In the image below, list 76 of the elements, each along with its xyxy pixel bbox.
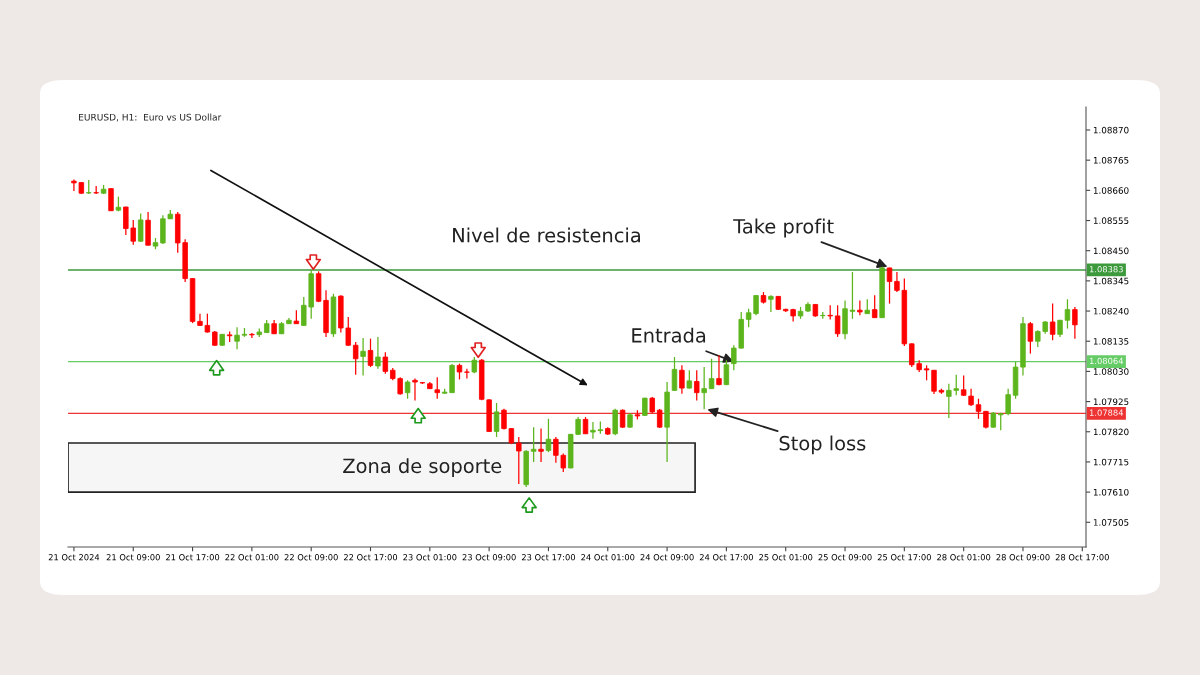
x-tick-label: 21 Oct 17:00	[166, 554, 220, 561]
x-tick-label: 23 Oct 09:00	[462, 554, 516, 561]
y-tick-label: 1.08555	[1093, 217, 1129, 224]
x-tick-label: 25 Oct 01:00	[759, 554, 813, 561]
y-tick-label: 1.08660	[1093, 187, 1129, 194]
y-tick-label: 1.07715	[1093, 458, 1129, 466]
y-tick-label: 1.08765	[1093, 157, 1129, 164]
candlestick	[642, 397, 648, 417]
x-tick-label: 22 Oct 17:00	[343, 554, 398, 561]
ref-line-label: 1.08064	[1089, 357, 1124, 365]
x-tick-label: 23 Oct 17:00	[521, 554, 576, 561]
x-tick-label: 24 Oct 01:00	[581, 554, 635, 561]
candlestick	[686, 369, 693, 390]
candlestick	[352, 341, 359, 376]
candlestick	[404, 379, 411, 400]
candlestick	[516, 436, 522, 485]
candlestick	[768, 294, 774, 313]
y-tick-label: 1.08240	[1093, 307, 1129, 315]
candlestick	[886, 267, 893, 305]
x-tick-label: 25 Oct 17:00	[877, 554, 931, 561]
ref-line-label: 1.07884	[1089, 409, 1124, 416]
x-tick-label: 24 Oct 09:00	[640, 554, 694, 561]
y-tick-label: 1.07925	[1093, 398, 1129, 406]
candlestick	[834, 304, 841, 338]
candlestick	[249, 332, 255, 339]
candlestick	[1064, 298, 1071, 330]
candlestick	[871, 294, 878, 319]
candlestick	[857, 299, 863, 316]
ref-line-label: 1.08383	[1089, 266, 1123, 273]
x-tick-label: 22 Oct 01:00	[225, 554, 279, 561]
x-tick-label: 28 Oct 17:00	[1055, 554, 1109, 561]
candlestick	[360, 337, 366, 377]
y-tick-label: 1.08135	[1093, 338, 1129, 345]
candlestick	[538, 427, 544, 463]
candlestick	[708, 358, 715, 390]
y-tick-label: 1.08870	[1093, 126, 1129, 134]
annotation: Nivel de resistencia	[453, 227, 640, 243]
candlestick	[1072, 306, 1078, 340]
text: EURUSD, H1: Euro vs US Dollar	[79, 113, 222, 122]
y-tick-label: 1.07505	[1093, 519, 1129, 526]
candlestick	[434, 376, 440, 400]
candlestick	[701, 366, 707, 410]
annotation: Entrada	[632, 327, 706, 343]
candlestick	[694, 369, 700, 402]
x-tick-label: 28 Oct 01:00	[937, 554, 991, 561]
candlestick	[234, 326, 240, 350]
x-tick-label: 28 Oct 09:00	[996, 554, 1050, 561]
x-tick-label: 21 Oct 2024	[48, 554, 100, 561]
candlestick	[1027, 321, 1034, 355]
x-tick-label: 22 Oct 09:00	[284, 554, 338, 561]
band-label: Zona de soporte	[343, 458, 502, 477]
annotation: Stop loss	[779, 435, 866, 455]
candlestick	[1049, 302, 1056, 341]
candlestick	[382, 351, 389, 375]
candlestick	[464, 368, 470, 380]
candlestick	[975, 398, 982, 420]
candlestick	[545, 418, 552, 453]
candlestick	[137, 212, 144, 243]
y-tick-label: 1.08450	[1093, 247, 1129, 255]
x-tick-label: 21 Oct 09:00	[106, 554, 160, 561]
y-tick-label: 1.07610	[1093, 488, 1129, 496]
x-tick-label: 24 Oct 17:00	[699, 554, 754, 561]
candlestick	[530, 426, 537, 463]
candlestick	[671, 356, 678, 392]
candlestick	[716, 354, 722, 386]
y-tick-label: 1.07820	[1093, 428, 1129, 436]
candlestick	[679, 364, 685, 395]
x-tick-label: 23 Oct 01:00	[403, 554, 457, 561]
candlestick	[367, 338, 374, 368]
candlestick	[375, 336, 381, 370]
x-tick-label: 25 Oct 09:00	[818, 554, 872, 561]
candlestick	[493, 402, 500, 438]
annotation: Take profit	[733, 218, 834, 238]
y-tick-label: 1.08030	[1093, 368, 1129, 375]
y-tick-label: 1.08345	[1093, 277, 1129, 285]
candlestick	[612, 408, 618, 436]
